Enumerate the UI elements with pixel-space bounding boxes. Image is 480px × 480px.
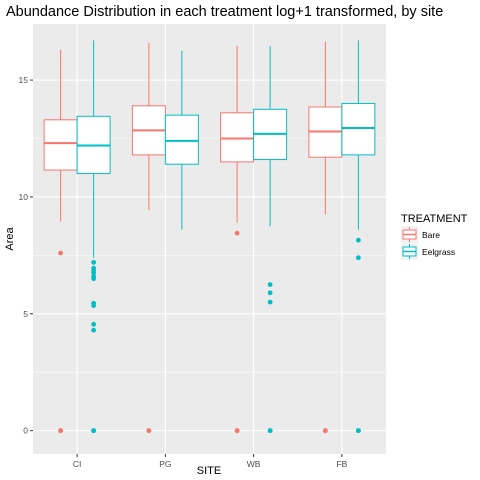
- outlier-point: [267, 282, 273, 287]
- x-tick-label: WB: [247, 459, 261, 469]
- legend-label: Eelgrass: [422, 247, 455, 257]
- outlier-point: [146, 428, 152, 434]
- y-tick-label: 5: [23, 309, 28, 319]
- box-bare-ci: [43, 49, 78, 434]
- box-eelgrass-pg: [164, 50, 199, 230]
- outlier-point: [355, 237, 361, 243]
- outlier-point: [355, 255, 361, 261]
- box-bare-wb: [220, 46, 255, 434]
- outlier-point: [58, 428, 64, 434]
- x-tick-label: PG: [159, 459, 171, 469]
- box-body: [220, 112, 255, 163]
- plot-panel: [33, 24, 386, 454]
- y-tick-label: 15: [19, 75, 29, 85]
- y-axis-title: Area: [4, 227, 16, 251]
- outlier-point: [91, 303, 97, 309]
- box-body: [164, 114, 199, 165]
- outlier-point: [91, 428, 97, 434]
- outlier-point: [267, 428, 273, 434]
- legend-title: TREATMENT: [401, 213, 468, 225]
- outlier-point: [91, 270, 97, 276]
- box-eelgrass-wb: [253, 46, 288, 434]
- x-axis-title: SITE: [197, 465, 221, 477]
- outlier-point: [234, 230, 240, 236]
- outlier-point: [234, 428, 240, 434]
- boxes: [43, 40, 376, 434]
- y-tick-label: 10: [19, 192, 29, 202]
- chart-title: Abundance Distribution in each treatment…: [6, 4, 443, 20]
- outlier-point: [267, 299, 273, 305]
- outlier-point: [322, 428, 328, 434]
- legend-item-bare: Bare: [401, 226, 440, 243]
- box-body: [341, 102, 376, 156]
- y-tick-label: 0: [23, 426, 28, 436]
- legend: TREATMENT Bare Eelgrass: [401, 213, 468, 260]
- x-axis: CI PG WB FB: [73, 454, 348, 469]
- legend-item-eelgrass: Eelgrass: [401, 243, 455, 260]
- outlier-point: [355, 428, 361, 434]
- box-eelgrass-ci: [76, 40, 111, 434]
- box-eelgrass-fb: [341, 40, 376, 434]
- outlier-point: [58, 250, 64, 256]
- box-body: [43, 119, 78, 171]
- x-tick-label: CI: [73, 459, 82, 469]
- y-axis: 0 5 10 15: [19, 75, 33, 436]
- outlier-point: [91, 321, 97, 327]
- outlier-point: [91, 276, 97, 282]
- x-tick-label: FB: [336, 459, 347, 469]
- outlier-point: [267, 290, 273, 296]
- box-bare-fb: [308, 41, 343, 434]
- legend-items: Bare Eelgrass: [401, 226, 455, 260]
- outlier-point: [91, 327, 97, 333]
- outlier-point: [91, 259, 97, 265]
- legend-label: Bare: [422, 230, 440, 240]
